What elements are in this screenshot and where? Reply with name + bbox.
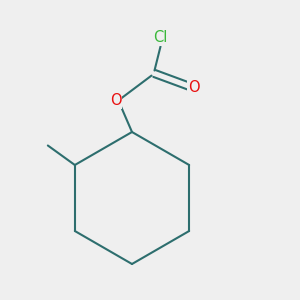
Text: O: O <box>110 93 121 108</box>
Text: Cl: Cl <box>153 30 168 45</box>
Text: O: O <box>188 80 199 94</box>
